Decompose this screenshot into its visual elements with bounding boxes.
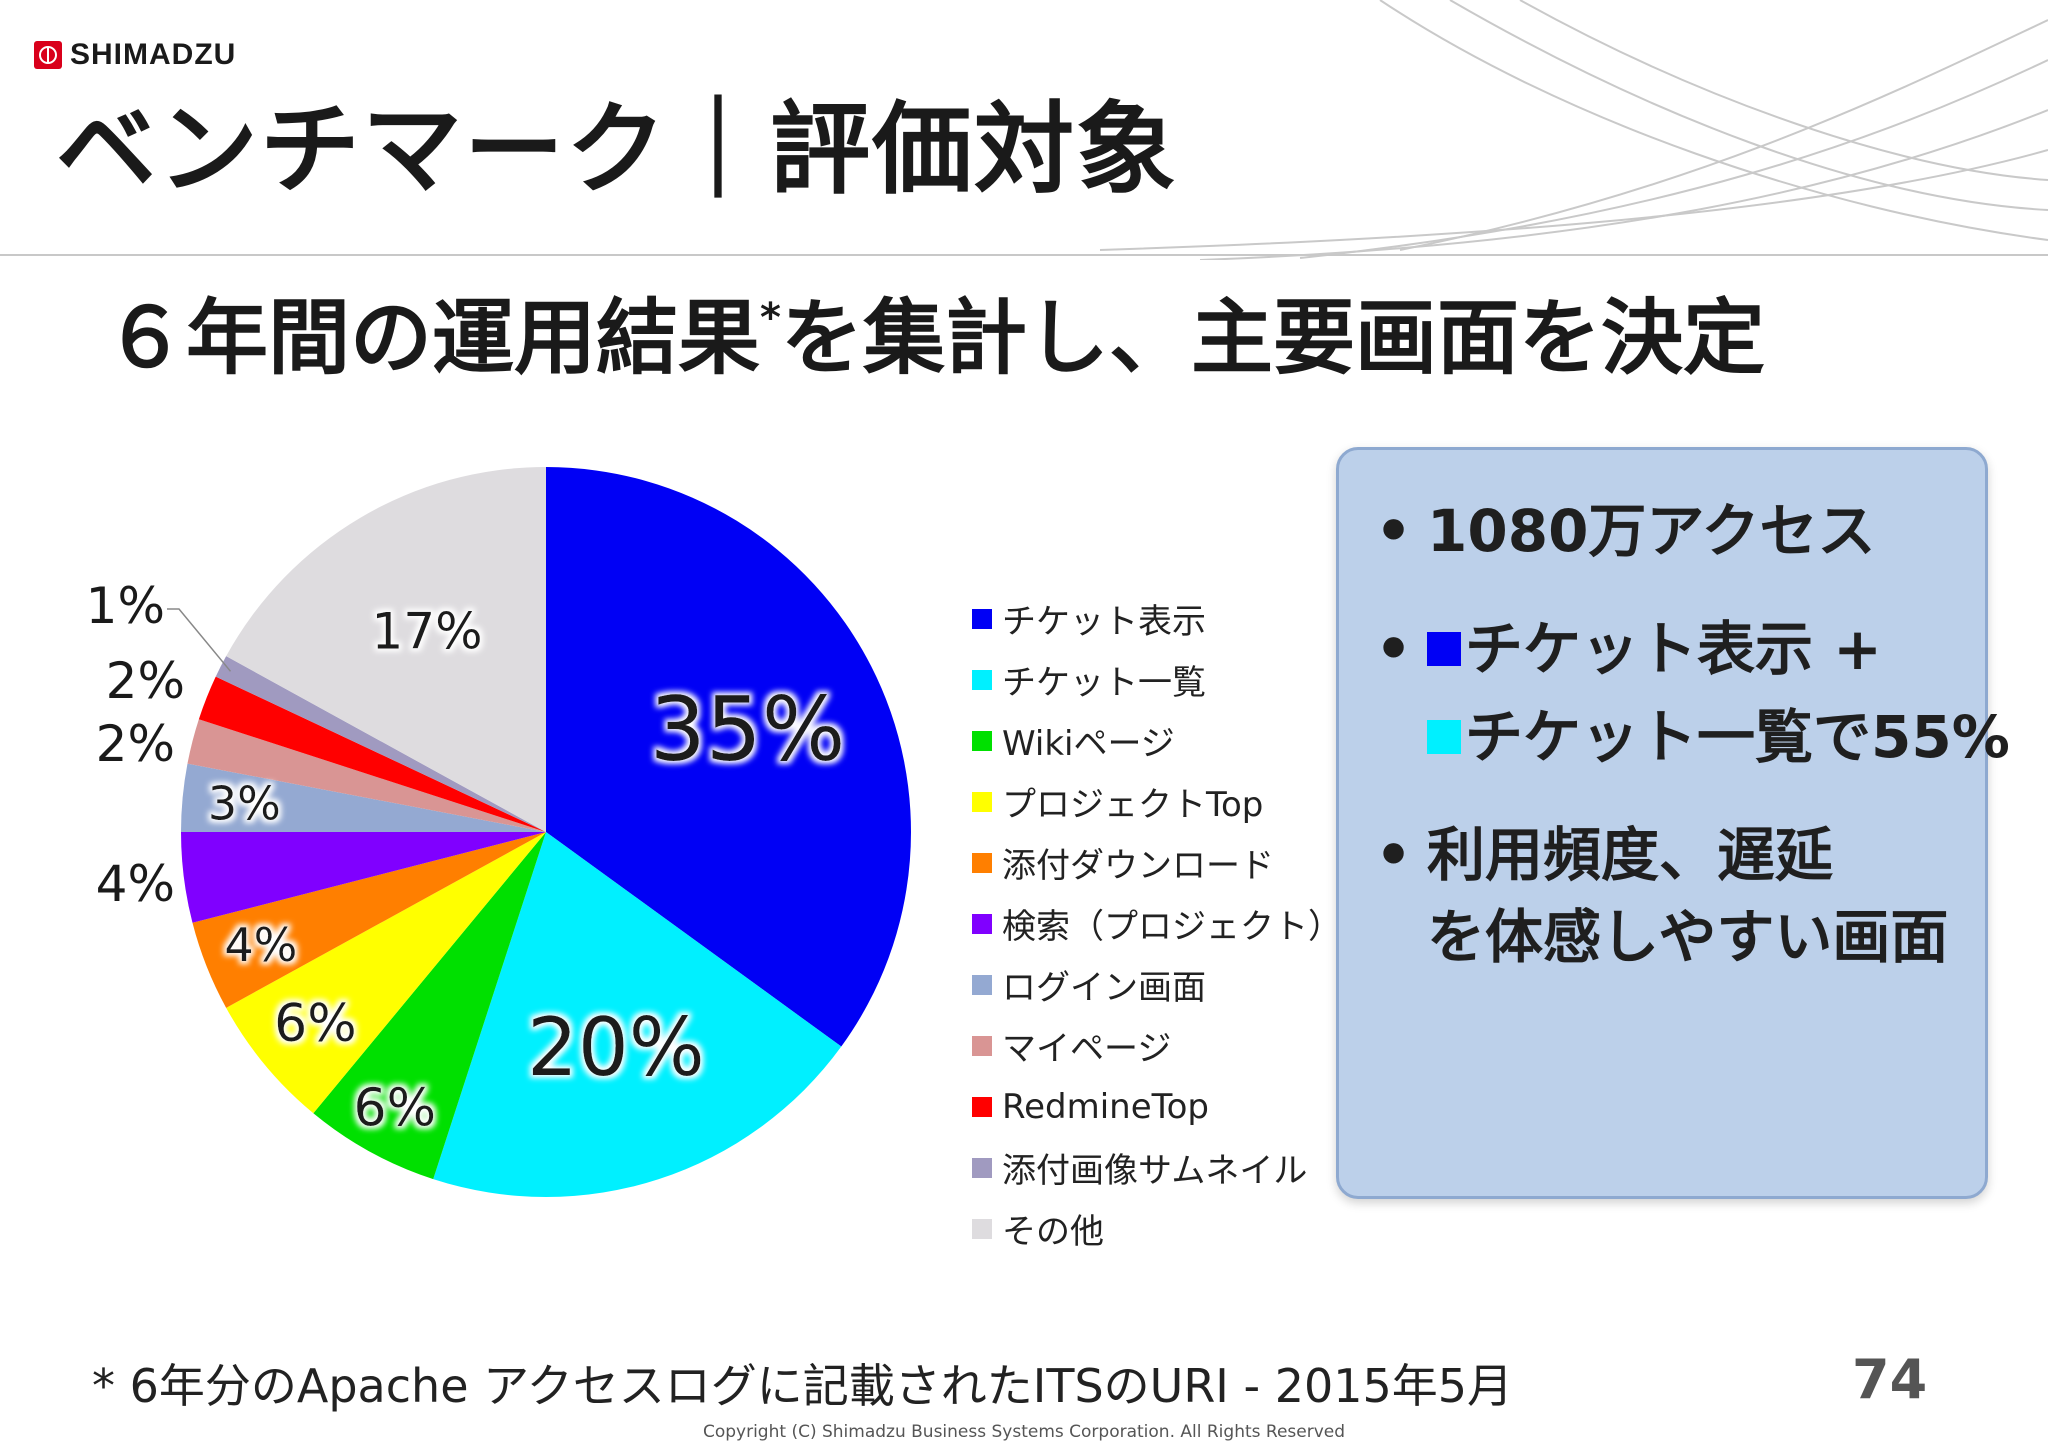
pie-value-label-3: 6% [354,1078,437,1138]
logo-text: SHIMADZU [70,38,237,71]
legend-swatch-8 [972,1035,992,1056]
summary-item-ticket-share: • チケット表示 + [1375,602,1882,686]
summary-box: • 1080万アクセス • チケット表示 + チケット一覧で55% • 利用頻度、遅延… [1336,447,2010,1199]
pie-value-label-2: 20% [527,1001,705,1094]
pie-slice-4 [226,832,546,1114]
copyright: Copyright (C) Shimadzu Business Systems … [702,1422,1346,1442]
pie-value-label-8: 2% [96,715,175,773]
pie-slice-11 [226,467,546,832]
bullet-icon: • [1375,821,1413,889]
shimadzu-emblem-icon [34,41,62,69]
legend-item-3: Wikiページ [972,710,1342,771]
legend-swatch-7 [972,974,992,995]
cyan-square-icon [1427,719,1461,754]
page-title: ベンチマーク｜評価対象 [56,91,1178,208]
legend-label-11: その他 [1002,1212,1104,1252]
legend-label-4: プロジェクトTop [1002,785,1264,825]
background-arcs [1099,0,2048,260]
chart-legend: チケット表示 チケット一覧 WikiページプロジェクトTop 添付ダウンロード検索（プ… [972,588,1342,1259]
legend-item-10: 添付画像サムネイル [972,1137,1342,1198]
subtitle-rest: を集計し、主要画面を決定 [780,291,1765,386]
legend-item-4: プロジェクトTop [972,771,1342,832]
pie-value-label-6: 4% [96,855,175,913]
summary-ticket-line2: チケット一覧で55% [1465,703,2010,771]
shimadzu-logo: SHIMADZU [34,38,236,72]
footnote: * 6年分のApache アクセスログに記載されたITSのURI - 2015年… [92,1359,1514,1413]
legend-item-8: マイページ [972,1015,1342,1076]
blue-square-icon [1427,631,1461,666]
legend-item-1: チケット表示 [972,588,1342,649]
pie-value-label-7: 3% [208,777,281,831]
summary-ticket-line1: チケット表示 + [1465,615,1882,683]
pie-slice-1 [546,467,911,1047]
bullet-icon: • [1375,615,1413,683]
legend-swatch-11 [972,1218,992,1239]
legend-item-2: チケット一覧 [972,649,1342,710]
pie-value-label-4: 6% [274,994,357,1054]
legend-swatch-2 [972,669,992,690]
slide-subtitle: ６年間の運用結果*を集計し、主要画面を決定 [104,298,1765,380]
title-divider [0,254,2048,256]
legend-swatch-6 [972,913,992,934]
legend-item-9: RedmineTop [972,1076,1342,1137]
pie-slice-10 [215,656,547,832]
pie-slice-8 [187,719,546,832]
pie-slice-9 [198,676,547,832]
summary-access-text: 1080万アクセス [1427,497,1876,565]
legend-label-2: チケット一覧 [1002,663,1206,703]
legend-swatch-4 [972,791,992,812]
pie-value-label-9: 2% [106,652,185,710]
pie-leader-line-10 [167,608,232,672]
pie-value-label-10: 1% [86,577,165,635]
legend-swatch-3 [972,730,992,751]
pie-slice-5 [192,832,546,1008]
summary-usage-line2: を体感しやすい画面 [1427,903,1949,971]
pie-value-label-5: 4% [224,918,297,972]
legend-item-5: 添付ダウンロード [972,832,1342,893]
pie-chart: 35% 20% 6% 6% 4% 4% 3% 2%2% 1% 17% [86,467,911,1198]
legend-label-3: Wikiページ [1002,724,1175,764]
pie-slice-3 [313,832,546,1180]
pie-value-label-1: 35% [650,678,846,781]
summary-item-usage: • 利用頻度、遅延 [1375,808,1833,892]
subtitle-main: ６年間の運用結果 [104,291,761,386]
bullet-icon: • [1375,497,1413,565]
legend-label-1: チケット表示 [1002,602,1206,642]
summary-ticket-line2-row: チケット一覧で55% [1427,690,2010,774]
legend-swatch-10 [972,1157,992,1178]
pie-value-label-11: 17% [372,602,483,660]
summary-item-access: • 1080万アクセス [1375,484,1876,568]
legend-label-7: ログイン画面 [1002,968,1206,1008]
page-number: 74 [1852,1348,1928,1411]
pie-slice-2 [433,832,842,1198]
legend-item-6: 検索（プロジェクト） [972,893,1342,954]
legend-swatch-5 [972,852,992,873]
legend-label-8: マイページ [1002,1029,1172,1069]
summary-usage-line2-row: を体感しやすい画面 [1427,890,1948,974]
legend-label-9: RedmineTop [1002,1086,1210,1127]
legend-swatch-9 [972,1096,992,1117]
pie-slice-7 [181,763,546,832]
legend-swatch-1 [972,608,992,629]
legend-label-10: 添付画像サムネイル [1002,1151,1308,1191]
summary-usage-line1: 利用頻度、遅延 [1427,821,1834,889]
legend-label-5: 添付ダウンロード [1002,846,1274,886]
legend-item-7: ログイン画面 [972,954,1342,1015]
legend-item-11: その他 [972,1198,1342,1259]
pie-slice-6 [181,832,546,923]
legend-label-6: 検索（プロジェクト） [1002,907,1342,947]
subtitle-footnote-mark: * [760,295,781,341]
